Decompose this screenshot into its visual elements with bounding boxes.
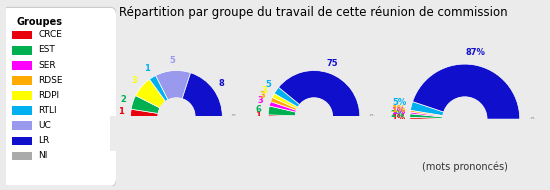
FancyBboxPatch shape [2,7,117,186]
Bar [12,106,32,115]
Wedge shape [410,102,444,116]
Text: RDSE: RDSE [39,76,63,85]
Text: 2: 2 [120,95,126,104]
Text: 1%: 1% [391,105,405,114]
Bar [12,31,32,39]
Bar [12,46,32,55]
Wedge shape [272,93,298,109]
Wedge shape [270,102,296,112]
Wedge shape [268,115,296,116]
Text: RTLI: RTLI [39,106,57,115]
Wedge shape [156,70,191,100]
Wedge shape [131,109,158,116]
Wedge shape [268,106,296,116]
Text: 3: 3 [261,86,267,95]
Text: SER: SER [39,61,56,70]
Circle shape [443,97,487,141]
Circle shape [296,98,332,135]
Text: 6: 6 [256,105,261,114]
Text: EST: EST [39,45,55,55]
Wedge shape [150,75,168,101]
Text: 3: 3 [257,97,263,105]
Text: 0: 0 [230,114,236,123]
Text: NI: NI [39,151,48,160]
Bar [103,116,250,162]
Text: LR: LR [39,136,50,145]
Text: CRCE: CRCE [39,30,62,39]
Text: 0: 0 [368,114,373,123]
Wedge shape [131,96,160,113]
Bar [12,61,32,70]
Wedge shape [182,73,222,116]
Text: Répartition par groupe du travail de cette réunion de commission: Répartition par groupe du travail de cet… [119,6,508,19]
Text: RDPI: RDPI [39,91,59,100]
Text: Temps de parole
(mots prononcés): Temps de parole (mots prononcés) [422,149,508,172]
Circle shape [158,98,195,135]
Text: 8: 8 [219,79,224,88]
Wedge shape [136,79,166,108]
Bar [12,91,32,100]
Wedge shape [410,117,443,119]
Text: UC: UC [39,121,51,130]
Text: 3: 3 [131,76,137,85]
Text: 75: 75 [327,59,339,68]
Wedge shape [410,112,443,117]
Text: Groupes: Groupes [16,17,63,27]
Text: 1: 1 [255,111,261,120]
Text: 0: 0 [530,117,535,126]
Text: 5%: 5% [393,98,407,108]
Bar [12,76,32,85]
Bar [12,152,32,161]
Bar [241,116,387,162]
Text: 87%: 87% [466,48,486,57]
Text: 1: 1 [144,64,150,73]
Text: 5: 5 [169,56,175,65]
Text: 5: 5 [265,80,271,89]
Wedge shape [278,70,360,116]
Bar [377,119,550,174]
Wedge shape [410,114,443,118]
Bar [12,121,32,130]
Text: Interventions: Interventions [282,142,346,152]
Wedge shape [274,87,300,107]
Text: 3: 3 [259,91,265,100]
Wedge shape [412,64,520,119]
Text: 1%: 1% [391,107,405,116]
Text: Présents: Présents [156,142,197,152]
Wedge shape [410,110,443,116]
Wedge shape [271,97,297,110]
Text: 1%: 1% [390,113,405,123]
Text: 2%: 2% [390,110,405,119]
Bar [12,137,32,145]
Text: 1: 1 [118,108,124,116]
